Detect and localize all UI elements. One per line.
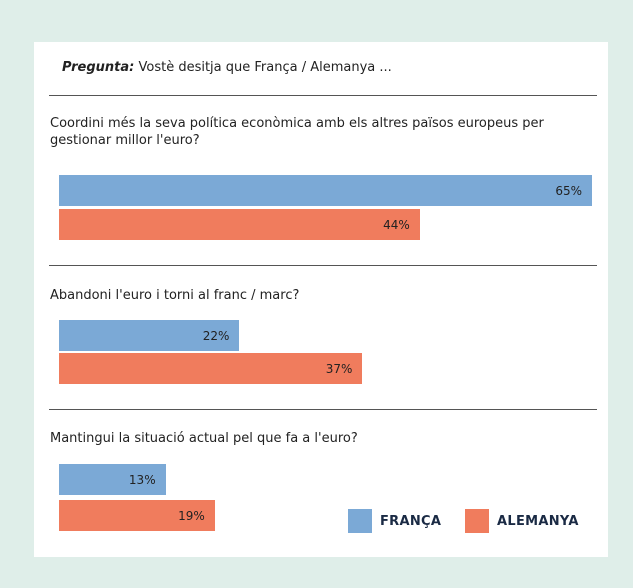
data-label: 65%: [555, 183, 582, 198]
data-label: 19%: [178, 508, 205, 523]
legend-swatch-franca: [348, 509, 372, 533]
question-text-2: Abandoni l'euro i torni al franc / marc?: [50, 288, 300, 303]
question-text-1: Coordini més la seva política econòmica …: [50, 116, 544, 148]
bar-alemanya-q3: 19%: [59, 500, 215, 531]
question-header: Pregunta: Vostè desitja que França / Ale…: [62, 60, 392, 75]
question-text-3: Mantingui la situació actual pel que fa …: [50, 431, 358, 446]
bar-alemanya-q1: 44%: [59, 209, 420, 240]
divider: [49, 95, 597, 96]
bar-franca-q3: 13%: [59, 464, 166, 495]
bar-franca-q2: 22%: [59, 320, 240, 351]
divider: [49, 409, 597, 410]
bar-franca-q1: 65%: [59, 175, 592, 206]
data-label: 44%: [383, 217, 410, 232]
question-lead: Vostè desitja que França / Alemanya ...: [134, 60, 392, 75]
question-prefix: Pregunta:: [62, 60, 135, 75]
data-label: 37%: [325, 361, 353, 376]
legend-item-franca: FRANÇA: [348, 509, 441, 533]
bar-alemanya-q2: 37%: [59, 353, 363, 384]
legend-swatch-alemanya: [465, 509, 489, 533]
legend-item-alemanya: ALEMANYA: [465, 509, 579, 533]
divider: [49, 265, 597, 266]
data-label: 13%: [128, 472, 156, 487]
legend-label-franca: FRANÇA: [380, 513, 442, 529]
survey-card: Pregunta: Vostè desitja que França / Ale…: [34, 42, 608, 557]
legend-label-alemanya: ALEMANYA: [497, 513, 579, 529]
data-label: 22%: [202, 328, 230, 343]
